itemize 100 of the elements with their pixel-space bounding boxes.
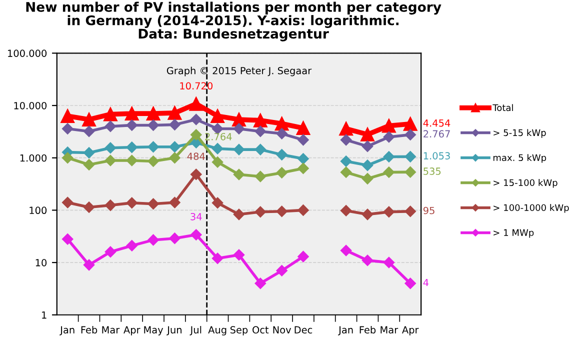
point [276,265,288,276]
point [340,244,352,256]
point [276,167,288,178]
x-tick-label: Jul [190,326,202,336]
y-tick-label: 100.000 [8,50,47,57]
point [276,149,288,160]
x-tick-label: May [144,326,164,336]
point [298,204,309,216]
x-tick-label: Apr [124,326,140,336]
x-tick-label: Jan [60,326,74,336]
point [254,126,266,138]
point [276,128,288,140]
x-tick-label: Mar [380,326,398,334]
point [60,109,75,123]
x-tick-label: Jun [166,326,182,336]
point [62,196,74,208]
point [126,142,138,153]
data-label: 1.053 [424,152,450,160]
point [126,120,138,131]
point [296,121,310,136]
point [362,140,374,152]
point [276,206,288,217]
legend-label: > 1 MWp [494,229,534,238]
point [83,159,95,170]
point [340,134,352,146]
point [169,119,180,130]
x-tick-label: Dec [294,326,312,334]
point [83,147,95,158]
legend-label: Total [492,104,513,112]
data-label: 2.767 [424,130,450,138]
point [362,208,374,220]
point [254,206,266,218]
point [254,278,266,289]
point [298,162,309,174]
x-tick-label: Nov [273,326,292,334]
point [62,152,74,164]
point [404,278,416,289]
y-tick-label: 10.000 [14,102,47,110]
point [126,197,138,208]
point [298,134,309,146]
point [169,141,180,152]
point [233,144,245,156]
point [233,123,245,134]
legend-label: > 15-100 kWp [494,179,558,188]
data-label: 535 [424,168,441,175]
point [362,160,374,171]
point [190,168,202,180]
x-tick-label: Feb [81,326,98,334]
point [190,114,202,126]
x-tick-label: Oct [252,326,269,334]
point [62,123,74,134]
point [383,206,395,218]
point [362,254,374,266]
point [362,173,374,184]
point [83,259,95,271]
point [212,252,224,264]
point [212,197,224,208]
point [403,116,418,131]
data-label: 4 [423,278,428,286]
point [383,256,395,268]
point [383,131,395,143]
point [233,249,245,260]
point [104,154,116,166]
point [212,156,224,168]
point [104,200,116,211]
x-tick-label: Aug [208,326,226,336]
point [62,234,74,245]
point [210,109,225,123]
point [233,168,245,180]
x-tick-label: Sep [230,326,248,336]
point [233,208,245,220]
point [254,170,266,182]
point [104,246,116,258]
point [104,107,118,122]
point [148,234,159,246]
chart-title: New number of PV installations per month per category in Germany (2014-2015). Y-axis: logarithmic. Data: Bundesnetzagentur [26,2,442,42]
point [382,118,396,133]
point [146,106,160,121]
point [340,166,352,178]
point [169,152,180,164]
point [404,206,416,217]
x-tick-label: Jan [338,326,353,336]
point [190,129,202,140]
point [340,205,352,216]
point [124,106,139,121]
data-label: 34 [190,212,202,220]
point [169,196,180,208]
y-tick-label: 1.000 [20,154,47,162]
point [148,141,159,152]
point [126,240,138,252]
point [104,120,116,132]
point [298,153,309,164]
point [168,106,182,120]
point [148,120,159,131]
point [126,154,138,166]
point [253,113,268,128]
point [212,143,224,154]
point [383,166,395,178]
point [148,198,159,210]
point [190,229,202,240]
